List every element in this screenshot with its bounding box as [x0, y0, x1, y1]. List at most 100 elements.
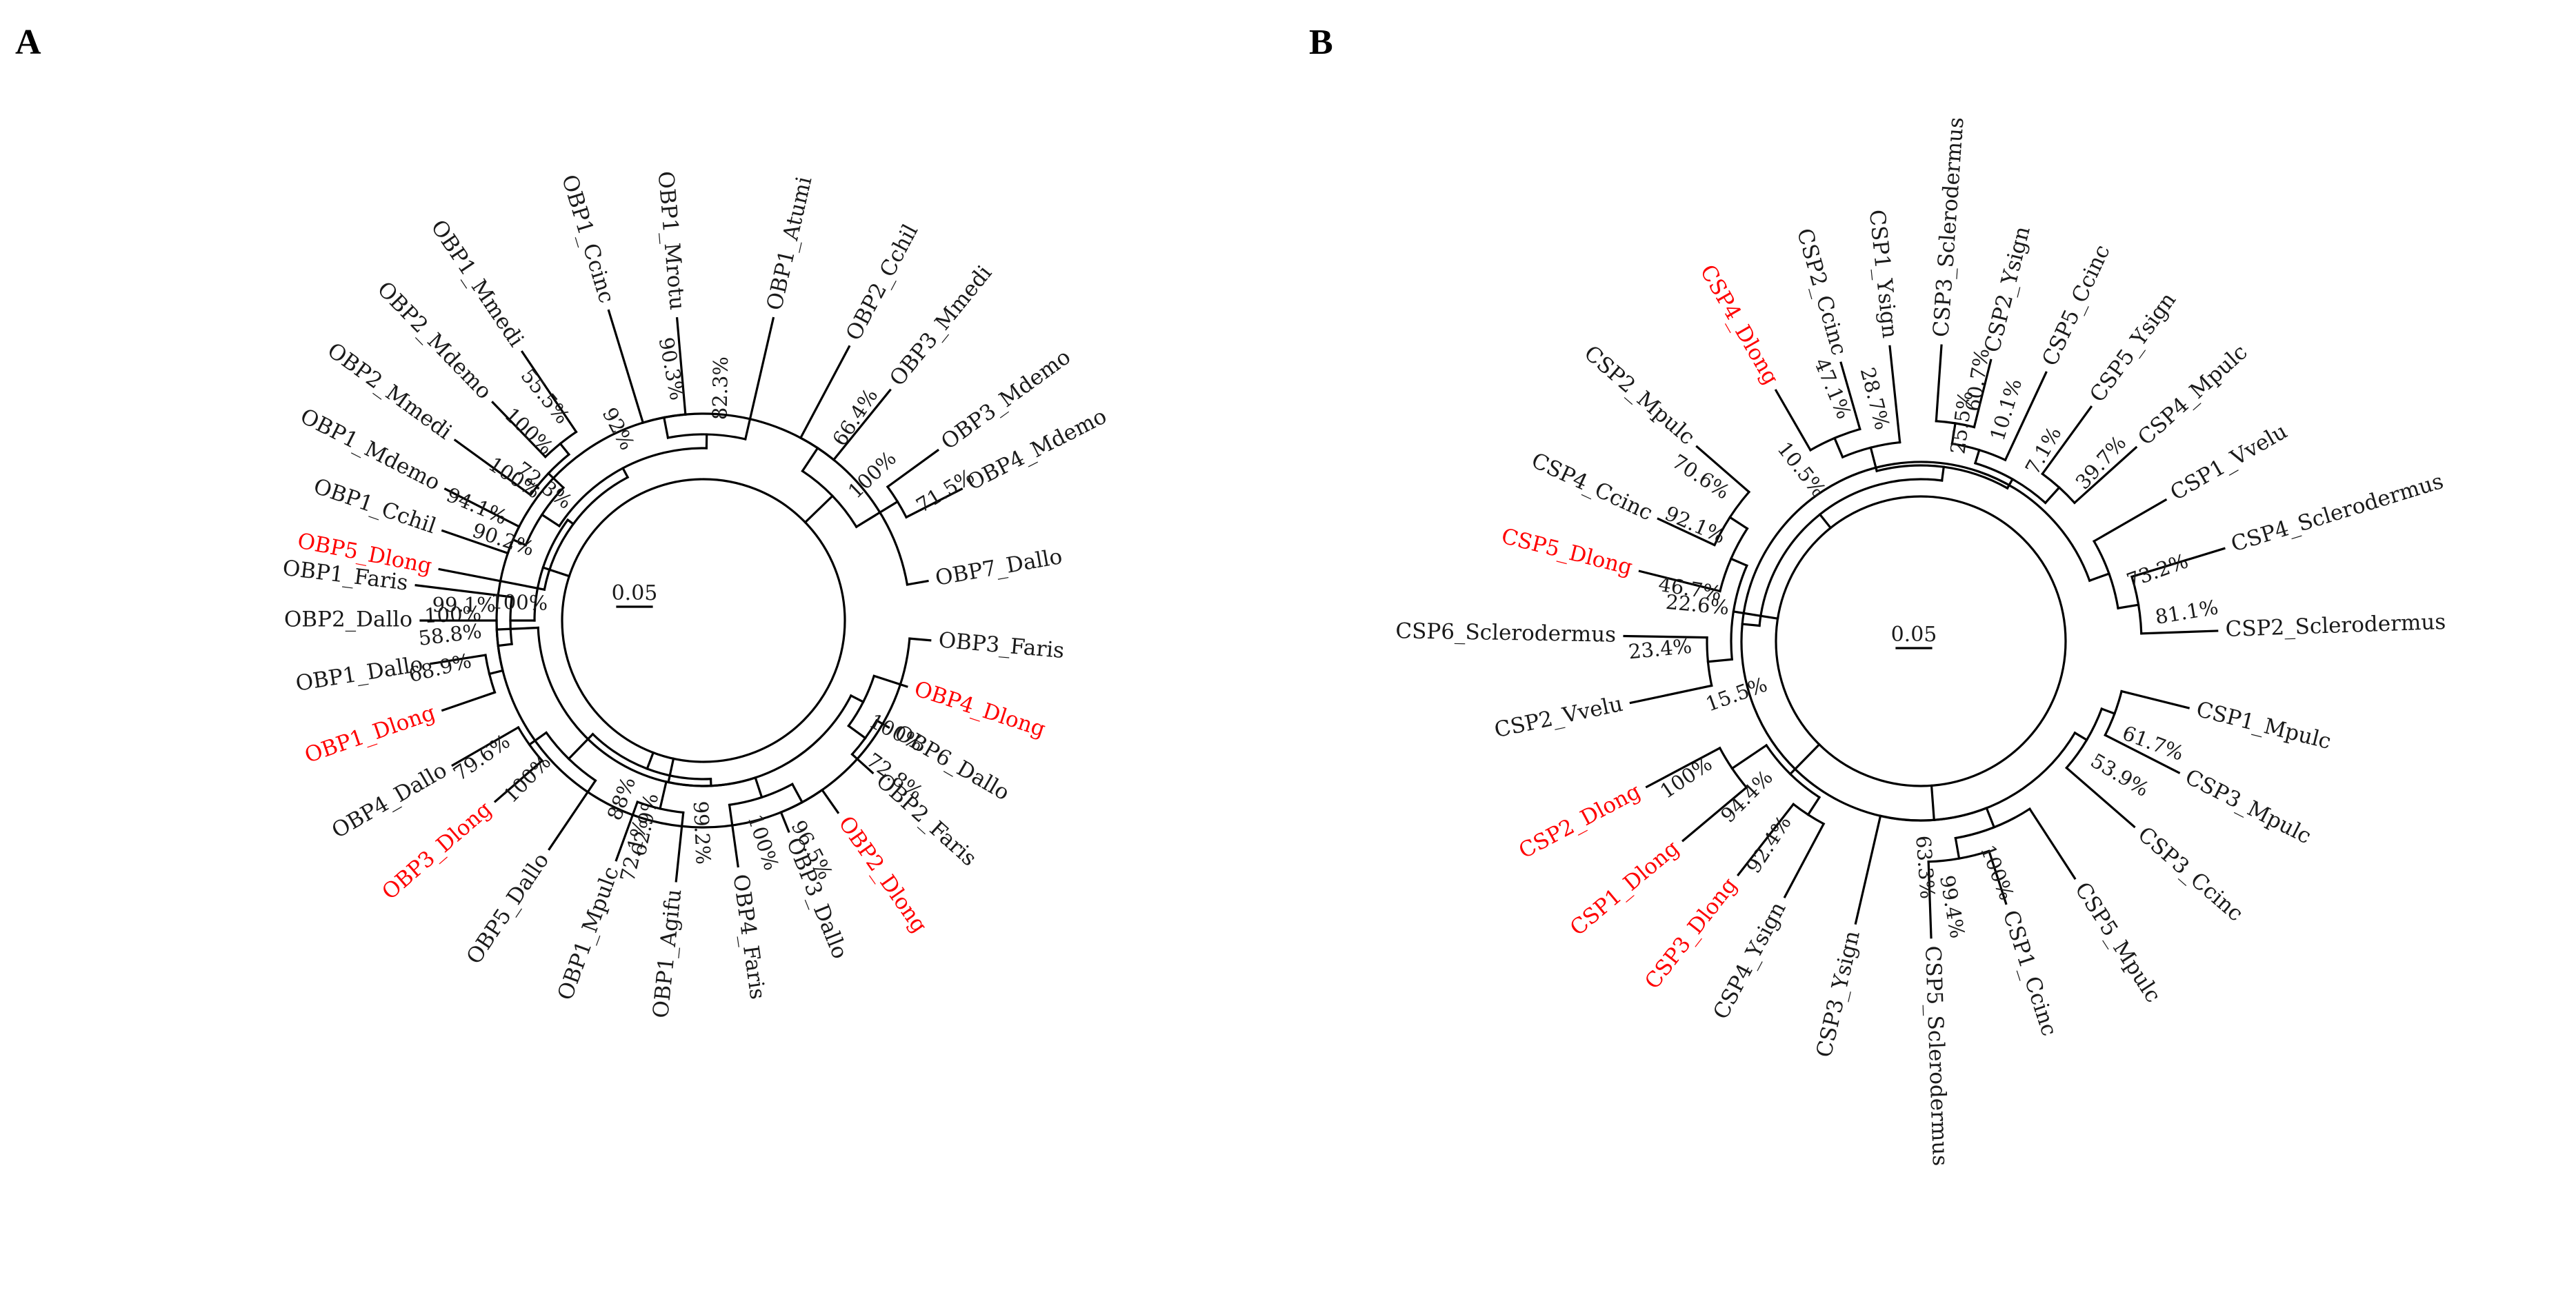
panel-a-leaf-label: OBP1_Dlong — [301, 701, 438, 768]
panel-b-internal-branch — [1728, 516, 1749, 530]
panel-a-leaf-label: OBP1_Mrotu — [653, 170, 690, 311]
panel-b-leaf-label: CSP3_Ccinc — [2133, 822, 2248, 926]
panel-b-tip-branch — [1623, 634, 1708, 639]
panel-b-leaf-label: CSP2_Vvelu — [1492, 692, 1626, 743]
panel-b-leaf-label: CSP4_Ysign — [1708, 898, 1791, 1023]
panel-a-tip-branch — [872, 674, 908, 688]
panel-b-bootstrap-label: 28.7% — [1856, 365, 1895, 432]
panel-a-internal-branch — [511, 538, 528, 547]
panel-b-bootstrap-label: 23.4% — [1628, 634, 1693, 664]
panel-b-internal-branch — [1950, 422, 1957, 445]
panel-b-bootstrap-label: 81.1% — [2153, 595, 2219, 629]
panel-a-internal-branch — [495, 626, 539, 631]
panel-b-bootstrap-label: 92.4% — [1741, 812, 1796, 878]
panel-a-leaf-label: OBP1_Atumi — [762, 174, 817, 313]
panel-a-bootstrap-label: 79.6% — [449, 729, 515, 785]
panel-b-tip-branch — [1888, 345, 1901, 444]
panel-b-tip-branch — [1854, 814, 1882, 925]
panel-b-tip-branch — [1927, 860, 1933, 939]
panel-a-internal-branch — [540, 513, 561, 528]
panel-b-leaf-label: CSP5_Ysign — [2085, 288, 2181, 407]
panel-a-internal-branch — [559, 442, 571, 456]
panel-a-internal-branch — [488, 669, 504, 676]
panel-b-internal-branch — [2044, 485, 2061, 505]
panel-b-leaf-label: CSP5_Dlong — [1499, 524, 1635, 581]
panel-a-root-ring — [561, 478, 846, 763]
panel-b-bootstrap-label: 100% — [1976, 842, 2019, 904]
panel-b-internal-branch — [1730, 743, 1768, 770]
panel-b-leaf-label: CSP4_Ccinc — [1528, 448, 1657, 526]
panel-a-leaf-label: OBP5_Dallo — [461, 849, 554, 969]
panel-b-tip-branch — [1973, 359, 1993, 429]
panel-b-internal-branch — [1985, 806, 1996, 829]
panel-b-scale-label: 0.05 — [1891, 623, 1937, 647]
panel-a-tip-branch — [906, 579, 929, 586]
panel-b-bootstrap-label: 63.3% — [1911, 835, 1939, 900]
panel-b-node-arc — [1758, 478, 1944, 627]
panel-a-leaf-label: OBP1_Ccinc — [557, 172, 619, 306]
panel-a-internal-branch — [566, 518, 575, 526]
panel-b-tip-branch — [2028, 807, 2077, 880]
panel-b-tip-branch — [2104, 734, 2181, 774]
panel-b-tip-branch — [2041, 405, 2093, 476]
panel-a-tip-branch — [607, 309, 645, 425]
panel-a-tip-branch — [675, 316, 687, 416]
panel-a-tip-branch — [886, 448, 940, 489]
panel-a-internal-branch — [790, 783, 804, 804]
panel-b-leaf-label: CSP5_Sclerodermus — [1920, 945, 1953, 1167]
panel-a-internal-branch — [803, 494, 835, 524]
panel-b-tip-branch — [2120, 689, 2190, 709]
panel-a-internal-branch — [849, 694, 865, 704]
panel-a-tip-branch — [430, 654, 487, 665]
panel-a-leaf-label: OBP1_Mpulc — [553, 863, 624, 1003]
panel-b-internal-branch — [2088, 572, 2110, 583]
panel-a-internal-branch — [546, 472, 566, 490]
panel-a-internal-branch — [621, 466, 630, 479]
panel-b-tip-branch — [1935, 344, 1943, 423]
panel-b-bootstrap-label: 100% — [1656, 752, 1717, 803]
panel-b-bootstrap-label: 15.5% — [1703, 672, 1770, 716]
panel-a-leaf-label: OBP2_Dallo — [284, 607, 412, 632]
panel-b-tip-branch — [1987, 849, 2008, 905]
panel-b-internal-branch — [1973, 448, 1981, 465]
panel-a-leaf-label: OBP3_Dlong — [377, 797, 497, 905]
panel-a-internal-branch — [646, 751, 655, 771]
panel-b-tip-branch — [1645, 746, 1721, 789]
panel-b-internal-branch — [2006, 477, 2015, 490]
panel-b-bootstrap-label: 25.5% — [1946, 390, 1977, 456]
panel-a-internal-branch — [541, 566, 571, 578]
panel-b-leaf-label: CSP2_Mpulc — [1579, 341, 1699, 450]
panel-b-bootstrap-label: 94.4% — [1716, 765, 1777, 827]
panel-b-leaf-label: CSP6_Sclerodermus — [1395, 618, 1616, 647]
panel-b-leaf-label: CSP3_Mpulc — [2181, 765, 2315, 849]
panel-b-bootstrap-label: 10.1% — [1986, 376, 2026, 443]
panel-a-tip-branch — [875, 718, 890, 729]
panel-a-node-arc — [495, 412, 911, 829]
panel-b-leaf-label: CSP2_Sclerodermus — [2225, 609, 2446, 642]
panel-a-tip-branch — [441, 691, 497, 712]
panel-a-internal-branch — [497, 643, 513, 647]
panel-b-tip-branch — [1774, 389, 1813, 452]
panel-b-tip-branch — [2004, 371, 2048, 462]
panel-b-internal-branch — [1930, 784, 1935, 821]
panel-a-tip-branch — [451, 725, 520, 767]
panel-a-tip-branch — [615, 800, 639, 862]
panel-a-tip-branch — [438, 567, 546, 592]
panel-a-tip-branch — [779, 811, 790, 834]
panel-a-leaf-label: OBP3_Mmedi — [885, 261, 997, 391]
panel-a-leaf-label: OBP4_Dlong — [911, 676, 1048, 742]
panel-b-bootstrap-label: 70.6% — [1668, 450, 1734, 504]
panel-b-bootstrap-label: 73.2% — [2124, 549, 2191, 592]
panel-a-leaf-label: OBP7_Dallo — [933, 544, 1064, 591]
panel-a-obp-tree: 94.1%55.5%100%100%90.3% 82.3%92%72.3%66.4… — [281, 170, 1111, 1020]
panel-b-leaf-label: CSP1_Ysign — [1864, 208, 1902, 339]
panel-b-bootstrap-label: 92.1% — [1661, 501, 1729, 548]
panel-a-bootstrap-label: 100% — [499, 750, 555, 807]
panel-a-leaf-label: OBP3_Faris — [937, 627, 1065, 663]
panel-a-bootstrap-label: 99.1% — [432, 593, 496, 616]
panel-b-leaf-label: CSP1_Ccinc — [1998, 907, 2062, 1039]
panel-b-tip-branch — [1737, 803, 1795, 877]
panel-b-tip-branch — [2130, 547, 2226, 578]
panel-b-leaf-label: CSP3_Dlong — [1640, 873, 1742, 994]
panel-b-tip-branch — [1839, 361, 1861, 431]
